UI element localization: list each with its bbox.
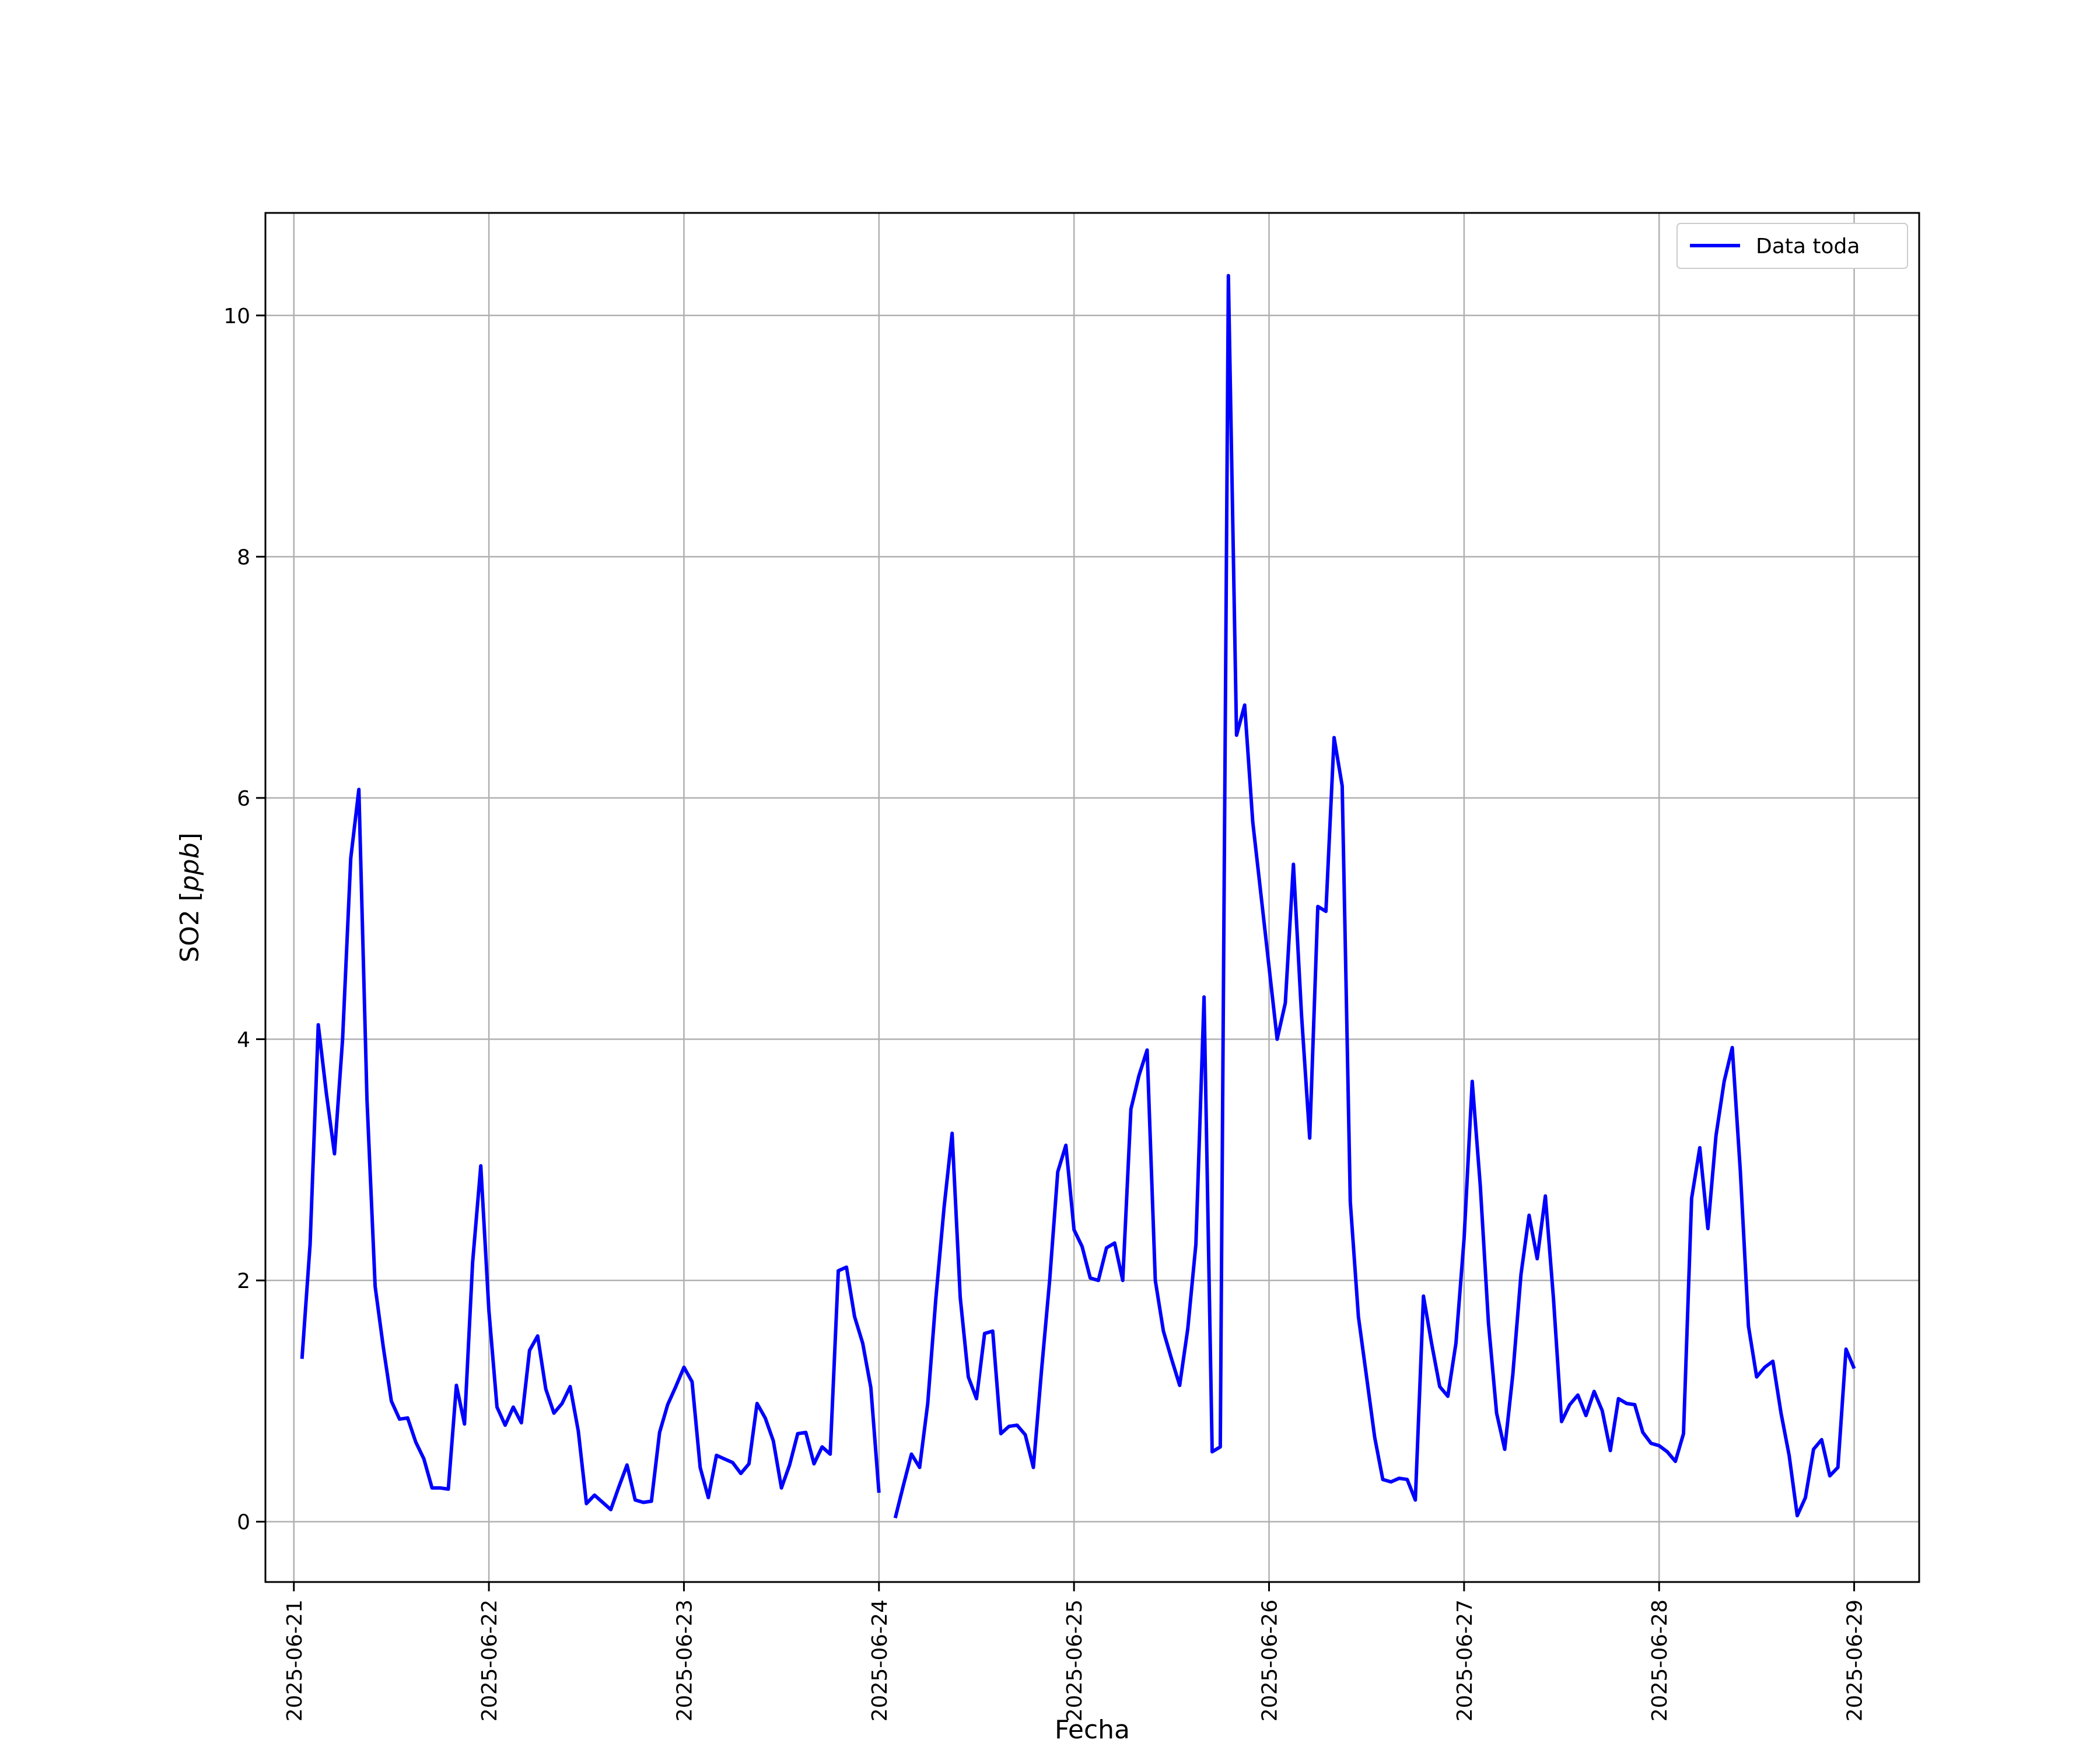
x-axis-label: Fecha [1055,1715,1130,1745]
y-axis-ticks: 0 2 4 6 8 10 [223,304,265,1535]
x-tick-label: 2025-06-23 [673,1600,696,1721]
x-tick-label: 2025-06-25 [1063,1600,1087,1721]
x-tick-label: 2025-06-28 [1648,1600,1672,1721]
legend: Data toda [1676,223,1908,269]
legend-box [1676,223,1908,269]
x-tick-label: 2025-06-21 [283,1600,307,1721]
y-tick-label: 6 [237,787,250,811]
y-axis-label-close: ] [175,832,205,842]
x-tick-label: 2025-06-29 [1843,1600,1867,1721]
y-tick-label: 2 [237,1269,250,1293]
y-axis-label-unit: ppb [175,842,205,892]
x-tick-label: 2025-06-22 [478,1600,502,1721]
plot-frame [264,212,1920,1583]
y-tick-label: 10 [223,304,250,328]
y-tick-label: 0 [237,1511,250,1535]
series-line-data-toda [300,274,1856,1519]
y-axis-label-text: SO2 [ [175,891,205,963]
x-tick-label: 2025-06-26 [1258,1600,1282,1721]
y-axis-label: SO2 [ppb] [175,832,205,963]
legend-label-data-toda: Data toda [1756,235,1860,258]
x-tick-label: 2025-06-24 [868,1600,892,1721]
x-axis-ticks: 2025-06-21 2025-06-22 2025-06-23 2025-06-24… [283,1582,1867,1721]
y-tick-label: 4 [237,1028,250,1052]
series-layer [300,274,1856,1519]
y-tick-label: 8 [237,545,250,569]
x-tick-label: 2025-06-27 [1453,1600,1477,1721]
